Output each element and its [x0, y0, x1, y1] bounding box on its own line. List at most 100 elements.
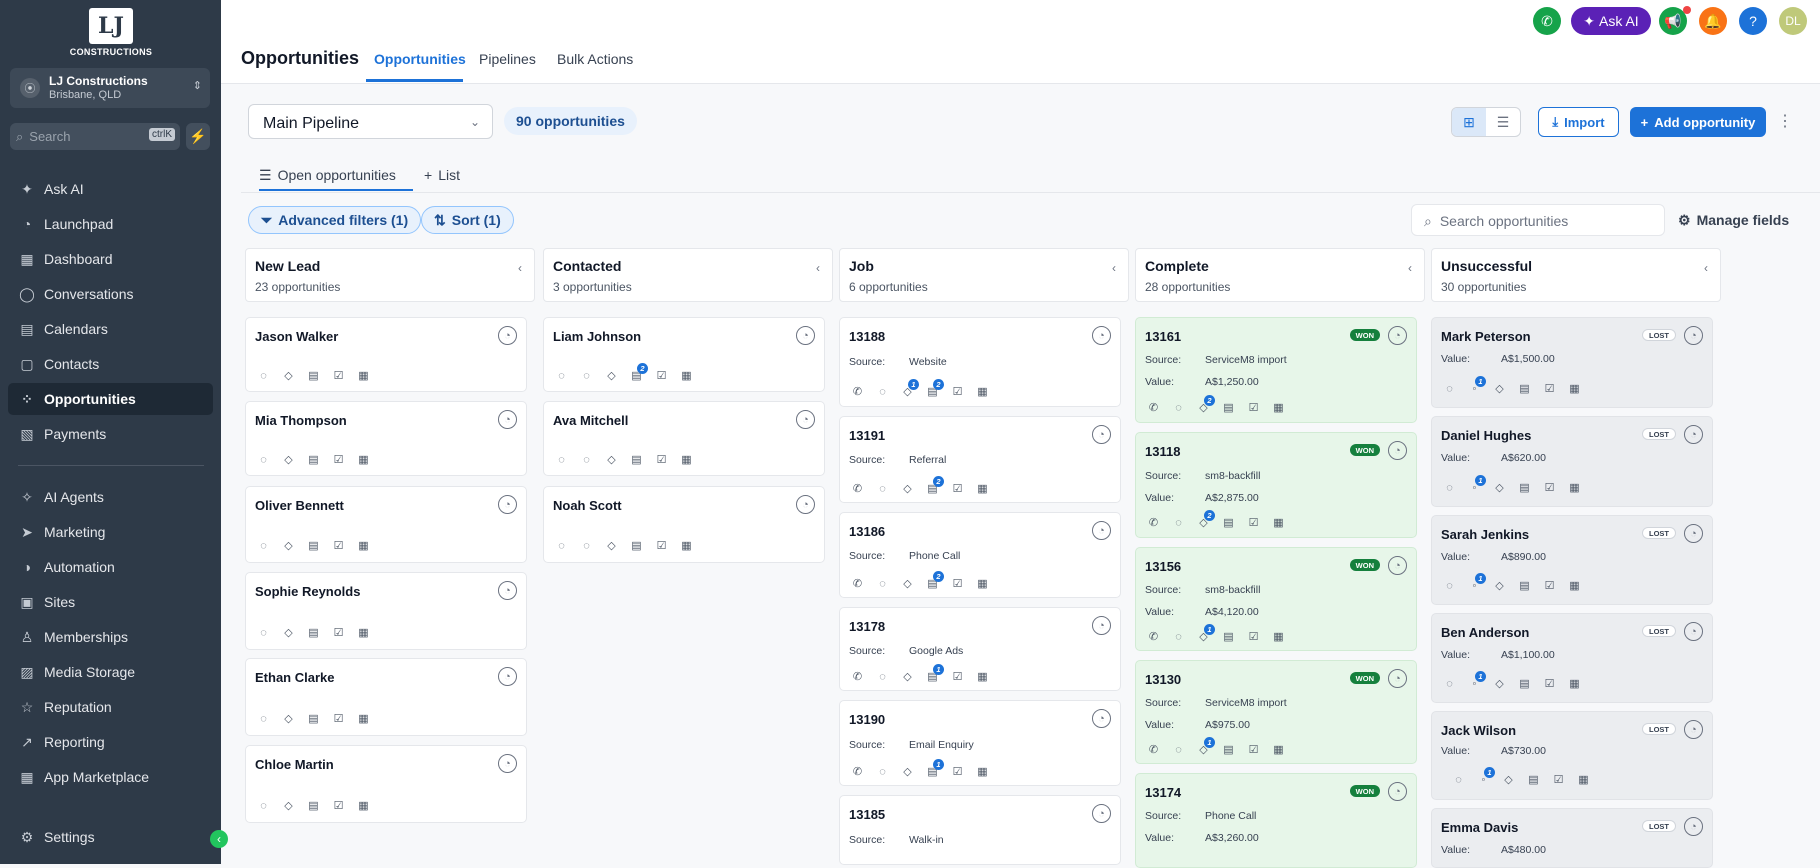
sidebar-item-app-marketplace[interactable]: ▦ App Marketplace: [8, 761, 213, 793]
assign-user-icon[interactable]: ◔: [1684, 817, 1703, 836]
task-icon[interactable]: ☑: [952, 578, 963, 590]
note-icon[interactable]: ▤: [308, 800, 319, 812]
assign-user-icon[interactable]: ◔: [1684, 524, 1703, 543]
tag-icon[interactable]: ◇: [284, 800, 293, 812]
tag-icon[interactable]: ◇: [1495, 580, 1504, 592]
opportunity-card[interactable]: Ava Mitchell ◔ ◌ ◌ ◇ ▤ ☑ ▦: [543, 401, 825, 476]
tag-icon[interactable]: ◇ 1: [899, 379, 919, 399]
chat-icon[interactable]: ◌: [879, 765, 886, 778]
phone-icon[interactable]: ✆: [1148, 517, 1159, 529]
tag-icon[interactable]: ◇: [607, 454, 616, 466]
manage-fields-button[interactable]: ⚙ Manage fields: [1678, 212, 1789, 229]
calendar-icon[interactable]: ▦: [1569, 580, 1580, 592]
tag-icon[interactable]: ◇: [1495, 383, 1504, 395]
phone-icon[interactable]: ✆: [852, 671, 863, 683]
note-icon[interactable]: ▤ 2: [628, 363, 648, 383]
notifications-button[interactable]: 🔔: [1699, 7, 1727, 35]
chat-icon[interactable]: ◌: [1446, 677, 1453, 690]
grid-view-icon[interactable]: ⊞: [1452, 108, 1486, 136]
task-icon[interactable]: ☑: [333, 713, 344, 725]
chat-icon[interactable]: ◌: [1175, 401, 1182, 414]
opportunity-card[interactable]: Sophie Reynolds ◔ ◌ ◇ ▤ ☑ ▦: [245, 572, 527, 650]
info-icon[interactable]: ◦ 1: [1475, 767, 1495, 787]
task-icon[interactable]: ☑: [952, 766, 963, 778]
calendar-icon[interactable]: ▦: [358, 627, 369, 639]
note-icon[interactable]: ▤: [308, 627, 319, 639]
subtab-open-opportunities[interactable]: ☰ Open opportunities: [259, 167, 396, 184]
tag-icon[interactable]: ◇: [284, 713, 293, 725]
calendar-icon[interactable]: ▦: [1273, 517, 1284, 529]
chevron-left-icon[interactable]: ‹: [1408, 261, 1412, 275]
tag-icon[interactable]: ◇ 1: [1195, 624, 1215, 644]
opportunity-card[interactable]: Oliver Bennett ◔ ◌ ◇ ▤ ☑ ▦: [245, 486, 527, 563]
task-icon[interactable]: ☑: [333, 627, 344, 639]
task-icon[interactable]: ☑: [952, 386, 963, 398]
phone-icon[interactable]: ✆: [1148, 402, 1159, 414]
opportunity-card[interactable]: 13161 WON ◔ Source: ServiceM8 import Valu…: [1135, 317, 1417, 423]
tag-icon[interactable]: ◇ 2: [1195, 510, 1215, 530]
task-icon[interactable]: ☑: [1544, 383, 1555, 395]
task-icon[interactable]: ☑: [656, 370, 667, 382]
sidebar-item-sites[interactable]: ▣ Sites: [8, 586, 213, 618]
opportunity-card[interactable]: Noah Scott ◔ ◌ ◌ ◇ ▤ ☑ ▦: [543, 486, 825, 563]
subtab-add-list[interactable]: + List: [424, 167, 460, 183]
note-icon[interactable]: ▤ 2: [924, 571, 944, 591]
more-options-icon[interactable]: ⋮: [1777, 113, 1793, 130]
chat-icon[interactable]: ◌: [260, 626, 267, 639]
opportunity-card[interactable]: Jason Walker ◔ ◌ ◇ ▤ ☑ ▦: [245, 317, 527, 392]
quick-action-bolt-icon[interactable]: ⚡: [186, 123, 210, 150]
sidebar-item-contacts[interactable]: ▢ Contacts: [8, 348, 213, 380]
assign-user-icon[interactable]: ◔: [1388, 669, 1407, 688]
tag-icon[interactable]: ◇: [903, 483, 912, 495]
tab-bulk-actions[interactable]: Bulk Actions: [557, 51, 634, 67]
calendar-icon[interactable]: ▦: [977, 386, 988, 398]
search-opportunities-input[interactable]: ⌕ Search opportunities: [1411, 204, 1665, 236]
sidebar-item-calendars[interactable]: ▤ Calendars: [8, 313, 213, 345]
opportunity-card[interactable]: Jack Wilson LOST ◔ Value: A$730.00 ◌ ◦ 1 ◇ ▤ ☑…: [1431, 711, 1713, 800]
opportunity-card[interactable]: Mia Thompson ◔ ◌ ◇ ▤ ☑ ▦: [245, 401, 527, 476]
note-icon[interactable]: ▤: [1519, 482, 1530, 494]
tag-icon[interactable]: ◇: [1495, 678, 1504, 690]
calendar-icon[interactable]: ▦: [358, 540, 369, 552]
note-icon[interactable]: ▤ 2: [924, 379, 944, 399]
phone-icon[interactable]: ✆: [1148, 631, 1159, 643]
note-icon[interactable]: ▤: [631, 540, 642, 552]
chevron-left-icon[interactable]: ‹: [816, 261, 820, 275]
calendar-icon[interactable]: ▦: [977, 671, 988, 683]
note-icon[interactable]: ▤: [308, 540, 319, 552]
task-icon[interactable]: ☑: [1248, 631, 1259, 643]
sidebar-item-automation[interactable]: ◑ Automation: [8, 551, 213, 583]
task-icon[interactable]: ☑: [952, 671, 963, 683]
phone-icon[interactable]: ✆: [852, 483, 863, 495]
announcements-button[interactable]: 📢: [1659, 7, 1687, 35]
task-icon[interactable]: ☑: [1248, 744, 1259, 756]
calendar-icon[interactable]: ▦: [681, 540, 692, 552]
sidebar-item-conversations[interactable]: ◯ Conversations: [8, 278, 213, 310]
assign-user-icon[interactable]: ◔: [498, 667, 517, 686]
info-icon[interactable]: ◦ 1: [1466, 376, 1486, 396]
chat-icon[interactable]: ◌: [558, 453, 565, 466]
chat-icon[interactable]: ◌: [879, 482, 886, 495]
opportunity-card[interactable]: 13174 WON ◔ Source: Phone Call Value: A$3,…: [1135, 773, 1417, 868]
note-icon[interactable]: ▤: [308, 454, 319, 466]
calendar-icon[interactable]: ▦: [681, 454, 692, 466]
help-button[interactable]: ?: [1739, 7, 1767, 35]
chat-icon[interactable]: ◌: [260, 799, 267, 812]
task-icon[interactable]: ☑: [1544, 482, 1555, 494]
info-icon[interactable]: ◦ 1: [1466, 573, 1486, 593]
info-icon[interactable]: ◦ 1: [1466, 475, 1486, 495]
note-icon[interactable]: ▤ 1: [924, 759, 944, 779]
opportunity-card[interactable]: 13190 ◔ Source: Email Enquiry ✆ ◌ ◇ ▤ 1 ☑ ▦: [839, 700, 1121, 786]
note-icon[interactable]: ▤: [1519, 580, 1530, 592]
opportunity-card[interactable]: 13178 ◔ Source: Google Ads ✆ ◌ ◇ ▤ 1 ☑ ▦: [839, 607, 1121, 691]
chevron-left-icon[interactable]: ‹: [518, 261, 522, 275]
assign-user-icon[interactable]: ◔: [1092, 326, 1111, 345]
assign-user-icon[interactable]: ◔: [796, 495, 815, 514]
assign-user-icon[interactable]: ◔: [498, 326, 517, 345]
tag-icon[interactable]: ◇: [1495, 482, 1504, 494]
chat-icon[interactable]: ◌: [879, 670, 886, 683]
sidebar-item-reporting[interactable]: ↗ Reporting: [8, 726, 213, 758]
tag-icon[interactable]: ◇: [607, 370, 616, 382]
assign-user-icon[interactable]: ◔: [796, 410, 815, 429]
sidebar-item-ask-ai[interactable]: ✦ Ask AI: [8, 173, 213, 205]
